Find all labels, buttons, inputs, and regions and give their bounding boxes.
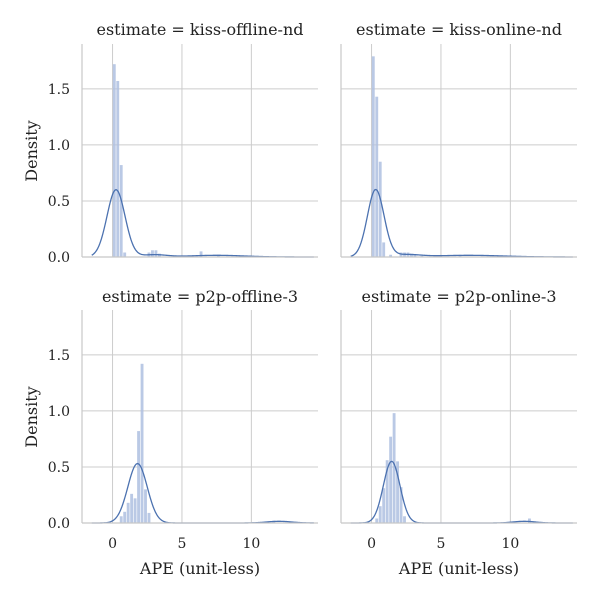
panel-title: estimate = kiss-offline-nd bbox=[96, 20, 303, 39]
histogram-bar bbox=[382, 488, 386, 523]
y-tick-label: 0.5 bbox=[48, 194, 70, 210]
histogram-bar bbox=[119, 165, 123, 257]
y-tick-label: 1.0 bbox=[48, 404, 70, 420]
panel-title: estimate = kiss-online-nd bbox=[356, 20, 562, 39]
histogram-bar bbox=[119, 516, 123, 523]
panel-title: estimate = p2p-offline-3 bbox=[102, 287, 298, 306]
histogram-bar bbox=[392, 413, 396, 523]
histogram-bar bbox=[130, 493, 134, 523]
histogram-bar bbox=[382, 242, 386, 257]
histogram-bar bbox=[403, 516, 406, 523]
histogram-bar bbox=[371, 56, 375, 258]
x-tick-label: 10 bbox=[501, 536, 519, 552]
histogram-bar bbox=[378, 506, 382, 523]
histogram-bar bbox=[199, 251, 203, 257]
facet-panel-p2p-offline-3: estimate = p2p-offline-3 0.0 0.5 1.0 1.5 0 5 1… bbox=[48, 287, 318, 552]
y-tick-label: 1.0 bbox=[48, 138, 70, 154]
histogram-bar bbox=[389, 254, 393, 257]
histogram-bar bbox=[396, 461, 400, 523]
y-axis-label-bottom: Density bbox=[22, 386, 41, 447]
x-tick-label: 5 bbox=[436, 536, 445, 552]
x-axis-label-left: APE (unit-less) bbox=[139, 559, 260, 578]
histogram-bar bbox=[123, 252, 127, 257]
y-tick-label: 0.0 bbox=[48, 250, 70, 266]
facet-panel-p2p-online-3: estimate = p2p-online-3 0 5 10 bbox=[340, 287, 577, 552]
histogram-bar bbox=[375, 96, 379, 257]
y-tick-label: 0.5 bbox=[48, 460, 70, 476]
panel-title: estimate = p2p-online-3 bbox=[361, 287, 556, 306]
x-tick-label: 5 bbox=[177, 536, 186, 552]
histogram-bar bbox=[116, 80, 120, 257]
histogram-bar bbox=[385, 460, 389, 523]
y-axis-label-top: Density bbox=[22, 120, 41, 181]
histogram-bar bbox=[126, 502, 130, 523]
histogram-bar bbox=[389, 436, 393, 523]
kde-curve bbox=[91, 189, 314, 258]
facet-panel-kiss-offline-nd: estimate = kiss-offline-nd 0.0 0.5 1.0 1.5 bbox=[48, 20, 318, 266]
histogram-bar bbox=[410, 253, 413, 257]
histogram-bar bbox=[147, 512, 151, 523]
x-tick-label: 10 bbox=[242, 536, 260, 552]
histogram-bar bbox=[154, 250, 158, 257]
histogram-bar bbox=[151, 250, 154, 257]
histogram-bar bbox=[399, 252, 403, 257]
y-tick-label: 1.5 bbox=[48, 348, 70, 364]
y-tick-label: 0.0 bbox=[48, 516, 70, 532]
histogram-bar bbox=[413, 254, 417, 257]
x-tick-label: 0 bbox=[367, 536, 376, 552]
x-tick-label: 0 bbox=[108, 536, 117, 552]
histogram-bar bbox=[112, 64, 116, 257]
histogram-bar bbox=[528, 518, 531, 523]
histogram-bar bbox=[375, 518, 379, 523]
histogram-bar bbox=[133, 498, 137, 523]
histogram-bar bbox=[137, 431, 141, 523]
histogram-bar bbox=[123, 511, 127, 523]
histogram-bar bbox=[140, 363, 144, 523]
histogram-bar bbox=[378, 161, 382, 257]
facet-panel-kiss-online-nd: estimate = kiss-online-nd bbox=[340, 20, 577, 258]
histogram-bar bbox=[144, 489, 147, 523]
x-axis-label-right: APE (unit-less) bbox=[398, 559, 519, 578]
y-tick-label: 1.5 bbox=[48, 82, 70, 98]
histogram-bar bbox=[399, 487, 403, 523]
